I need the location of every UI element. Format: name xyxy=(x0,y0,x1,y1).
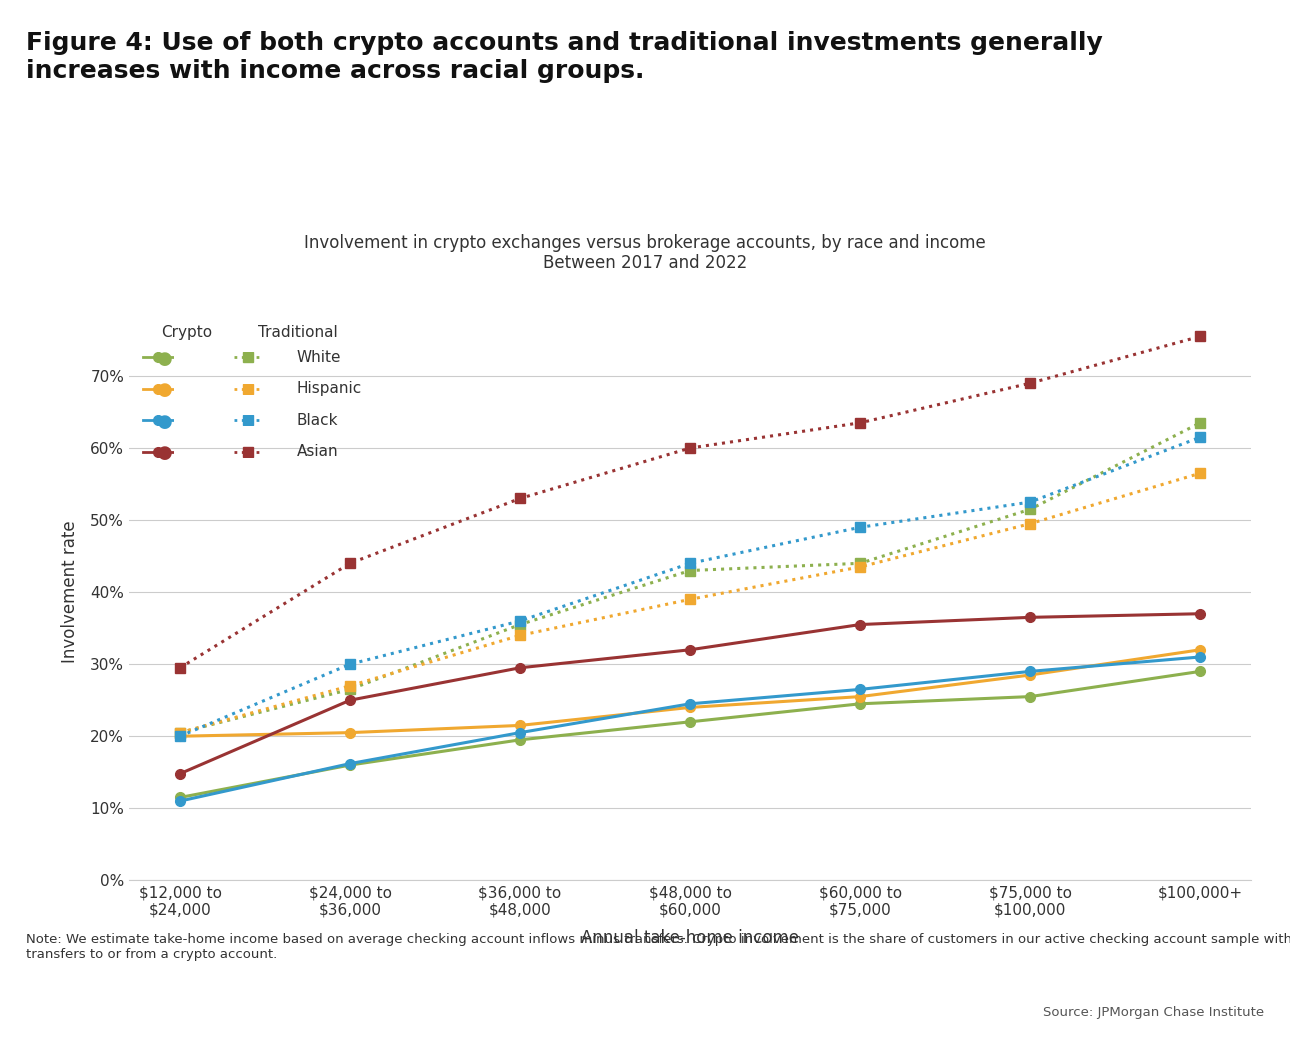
Text: ●: ● xyxy=(157,413,173,431)
Text: White: White xyxy=(297,350,341,365)
Text: Note: We estimate take-home income based on average checking account inflows min: Note: We estimate take-home income based… xyxy=(26,933,1290,961)
Text: Crypto: Crypto xyxy=(161,325,213,340)
Text: Asian: Asian xyxy=(297,444,338,459)
Text: Source: JPMorgan Chase Institute: Source: JPMorgan Chase Institute xyxy=(1044,1006,1264,1019)
Text: Figure 4: Use of both crypto accounts and traditional investments generally
incr: Figure 4: Use of both crypto accounts an… xyxy=(26,31,1103,83)
Text: ●: ● xyxy=(157,381,173,399)
Text: Traditional: Traditional xyxy=(258,325,338,340)
Text: ●: ● xyxy=(157,444,173,462)
Text: Black: Black xyxy=(297,413,338,428)
Text: ●: ● xyxy=(157,350,173,368)
X-axis label: Annual take-home income: Annual take-home income xyxy=(582,929,799,946)
Text: Hispanic: Hispanic xyxy=(297,381,362,396)
Y-axis label: Involvement rate: Involvement rate xyxy=(61,521,79,663)
Text: Involvement in crypto exchanges versus brokerage accounts, by race and income
Be: Involvement in crypto exchanges versus b… xyxy=(304,234,986,272)
